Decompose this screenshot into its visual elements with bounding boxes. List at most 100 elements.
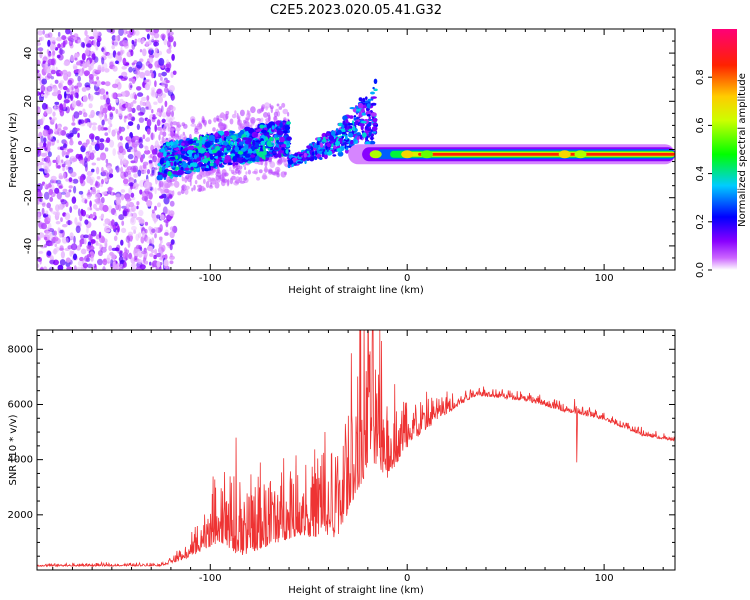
- heatmap-cell: [45, 210, 49, 215]
- heatmap-cell: [79, 160, 84, 164]
- heatmap-cell: [120, 159, 123, 166]
- heatmap-cell: [273, 116, 278, 123]
- heatmap-cell: [85, 152, 89, 159]
- heatmap-cell: [170, 116, 175, 120]
- heatmap-cell: [68, 189, 72, 193]
- heatmap-cell: [189, 139, 193, 145]
- heatmap-cell: [373, 78, 378, 84]
- heatmap-cell: [73, 33, 79, 38]
- snr-y-ticks: 2000 4000 6000 8000: [8, 335, 675, 557]
- heatmap-cell: [95, 69, 102, 73]
- heatmap-cell: [65, 178, 70, 182]
- heatmap-cell: [356, 132, 361, 136]
- heatmap-cell: [307, 155, 311, 158]
- heatmap-cell: [156, 261, 161, 268]
- heatmap-cell: [142, 48, 147, 57]
- heatmap-cell: [356, 136, 360, 140]
- heatmap-cell: [130, 192, 135, 198]
- heatmap-cell: [238, 124, 244, 131]
- heatmap-cell: [221, 157, 226, 161]
- heatmap-cell: [175, 155, 179, 160]
- heatmap-cell: [127, 121, 134, 126]
- heatmap-cell: [167, 171, 172, 177]
- heatmap-cell: [158, 72, 162, 78]
- heatmap-cell: [88, 144, 93, 152]
- heatmap-cell: [91, 122, 98, 126]
- heatmap-cell: [278, 106, 283, 110]
- heatmap-cell: [98, 231, 102, 239]
- heatmap-cell: [353, 117, 357, 121]
- heatmap-cell: [172, 190, 175, 197]
- heatmap-cell: [366, 114, 371, 117]
- heatmap-cell: [236, 119, 242, 126]
- heatmap-cell: [111, 44, 115, 50]
- heatmap-cell: [114, 247, 120, 252]
- heatmap-cell: [45, 183, 53, 188]
- heatmap-cell: [142, 164, 147, 169]
- heatmap-cell: [44, 110, 47, 116]
- heatmap-cell: [355, 111, 360, 114]
- heatmap-cell: [280, 143, 287, 148]
- heatmap-cell: [115, 165, 120, 173]
- heatmap-cell: [90, 239, 96, 244]
- heatmap-cell: [205, 181, 210, 188]
- heatmap-cell: [56, 156, 61, 164]
- heatmap-cell: [182, 131, 185, 136]
- heatmap-cell: [125, 235, 131, 243]
- heatmap-cell: [139, 100, 143, 106]
- heatmap-cell: [326, 142, 332, 148]
- heatmap-cell: [156, 214, 161, 219]
- heatmap-cell: [91, 168, 95, 173]
- heatmap-cell: [216, 115, 220, 121]
- heatmap-cell: [37, 59, 41, 66]
- heatmap-cell: [190, 166, 194, 171]
- heatmap-cell: [57, 31, 61, 37]
- heatmap-cell: [63, 150, 67, 156]
- heatmap-cell: [68, 177, 73, 183]
- heatmap-cell: [84, 219, 89, 225]
- snr-y-label: SNR (10 * v/v): [8, 414, 19, 485]
- heatmap-cell: [41, 78, 47, 85]
- heatmap-cell: [173, 161, 177, 167]
- heatmap-cell: [59, 80, 65, 84]
- heatmap-cell: [250, 117, 256, 124]
- heatmap-cell: [62, 224, 68, 228]
- heatmap-cell: [360, 112, 367, 116]
- heatmap-cell: [360, 120, 367, 124]
- heatmap-cell: [161, 136, 165, 144]
- heatmap-cell: [95, 243, 102, 246]
- heatmap-cell: [138, 138, 143, 143]
- heatmap-cell: [118, 29, 124, 36]
- heatmap-cell: [203, 168, 210, 172]
- heatmap-cell: [193, 184, 196, 191]
- heatmap-cell: [92, 263, 95, 267]
- heatmap-cell: [95, 181, 100, 188]
- heatmap-cell: [84, 49, 90, 56]
- heatmap-cell: [230, 175, 237, 181]
- heatmap-cell: [37, 199, 40, 205]
- heatmap-cell: [266, 134, 270, 138]
- heatmap-cell: [159, 159, 164, 165]
- heatmap-cell: [64, 212, 71, 221]
- heatmap-cell: [42, 202, 46, 207]
- heatmap-cell: [157, 171, 161, 176]
- heatmap-cell: [47, 52, 52, 58]
- heatmap-cell: [252, 170, 258, 174]
- heatmap-cell: [59, 245, 64, 251]
- heatmap-cell: [47, 32, 53, 38]
- heatmap-cell: [331, 130, 336, 136]
- heatmap-cell: [87, 194, 91, 200]
- heatmap-cell: [113, 128, 119, 134]
- heatmap-cell: [83, 234, 89, 239]
- heatmap-cell: [154, 248, 157, 254]
- heatmap-cell: [61, 35, 67, 41]
- heatmap-cell: [143, 170, 147, 174]
- heatmap-cell: [234, 141, 238, 147]
- heatmap-cell: [227, 162, 233, 165]
- heatmap-cell: [47, 214, 52, 222]
- heatmap-cell: [172, 141, 178, 145]
- heatmap-cell: [61, 191, 66, 195]
- heatmap-cell: [79, 213, 83, 222]
- heatmap-cell: [40, 36, 44, 41]
- heatmap-cell: [169, 260, 174, 265]
